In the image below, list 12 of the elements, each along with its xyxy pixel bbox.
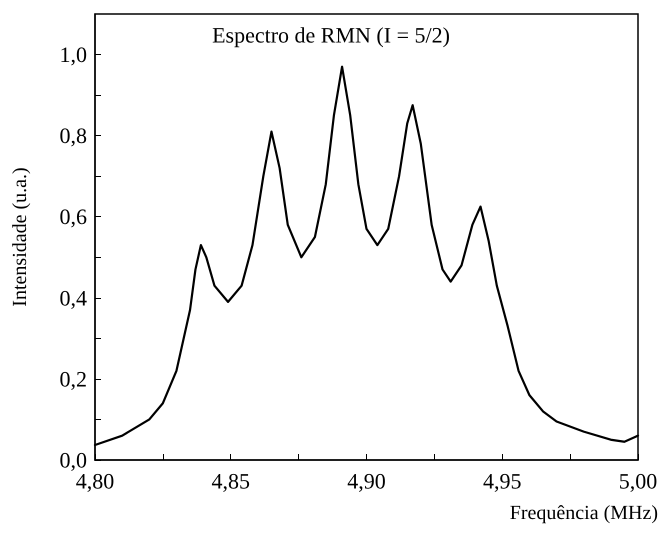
x-axis-title: Frequência (MHz) — [510, 502, 658, 524]
y-tick-label: 1,0 — [60, 42, 87, 68]
y-axis-title: Intensidade (u.a.) — [9, 167, 31, 307]
y-tick-label: 0,2 — [60, 366, 87, 392]
y-tick-label: 0,8 — [60, 123, 87, 148]
x-tick-label: 5,00 — [618, 468, 658, 494]
y-tick-label: 0,6 — [60, 204, 87, 230]
y-tick-label: 0,4 — [60, 285, 87, 310]
x-tick-label: 4,90 — [347, 468, 386, 494]
x-tick-label: 4,95 — [483, 468, 522, 494]
x-tick-label: 4,85 — [212, 468, 250, 494]
annotation: Espectro de RMN (I = 5/2) — [212, 22, 450, 48]
